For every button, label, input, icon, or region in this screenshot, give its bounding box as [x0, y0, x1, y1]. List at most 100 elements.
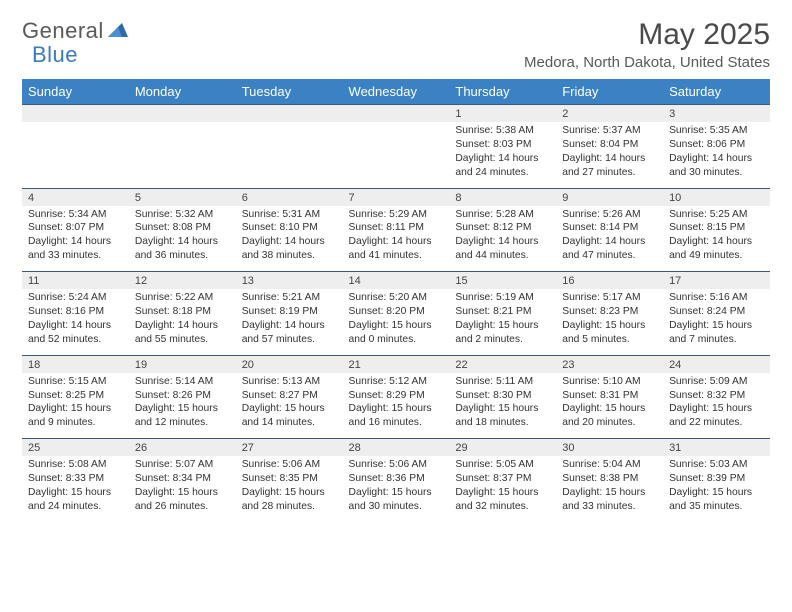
daylight-text-2: and 57 minutes.: [242, 333, 337, 347]
day-number-cell: 14: [343, 272, 450, 290]
day-number-cell: 23: [556, 355, 663, 373]
daylight-text-2: and 30 minutes.: [349, 500, 444, 514]
daylight-text-2: and 36 minutes.: [135, 249, 230, 263]
sunset-text: Sunset: 8:18 PM: [135, 305, 230, 319]
sunrise-text: Sunrise: 5:16 AM: [669, 291, 764, 305]
day-content-cell: Sunrise: 5:05 AMSunset: 8:37 PMDaylight:…: [449, 456, 556, 522]
day-number-cell: 18: [22, 355, 129, 373]
sunrise-text: Sunrise: 5:25 AM: [669, 208, 764, 222]
sunset-text: Sunset: 8:29 PM: [349, 389, 444, 403]
day-content-cell: Sunrise: 5:06 AMSunset: 8:36 PMDaylight:…: [343, 456, 450, 522]
sunrise-text: Sunrise: 5:34 AM: [28, 208, 123, 222]
sunset-text: Sunset: 8:35 PM: [242, 472, 337, 486]
day-content-cell: Sunrise: 5:13 AMSunset: 8:27 PMDaylight:…: [236, 373, 343, 439]
day-content-cell: Sunrise: 5:37 AMSunset: 8:04 PMDaylight:…: [556, 122, 663, 188]
sunrise-text: Sunrise: 5:08 AM: [28, 458, 123, 472]
logo-text-blue: Blue: [32, 42, 78, 67]
day-content-cell: Sunrise: 5:31 AMSunset: 8:10 PMDaylight:…: [236, 206, 343, 272]
sunrise-text: Sunrise: 5:22 AM: [135, 291, 230, 305]
daylight-text-2: and 12 minutes.: [135, 416, 230, 430]
daylight-text-1: Daylight: 15 hours: [242, 486, 337, 500]
header: General May 2025 Medora, North Dakota, U…: [22, 18, 770, 71]
daylight-text-2: and 9 minutes.: [28, 416, 123, 430]
daylight-text-2: and 2 minutes.: [455, 333, 550, 347]
day-content-cell: Sunrise: 5:38 AMSunset: 8:03 PMDaylight:…: [449, 122, 556, 188]
daylight-text-1: Daylight: 15 hours: [455, 486, 550, 500]
day-content-cell: Sunrise: 5:17 AMSunset: 8:23 PMDaylight:…: [556, 289, 663, 355]
day-content-cell: Sunrise: 5:26 AMSunset: 8:14 PMDaylight:…: [556, 206, 663, 272]
title-block: May 2025 Medora, North Dakota, United St…: [524, 18, 770, 71]
daylight-text-1: Daylight: 14 hours: [135, 235, 230, 249]
day-content-cell: Sunrise: 5:25 AMSunset: 8:15 PMDaylight:…: [663, 206, 770, 272]
day-number-cell: 27: [236, 439, 343, 457]
day-header-friday: Friday: [556, 79, 663, 105]
sunrise-text: Sunrise: 5:06 AM: [242, 458, 337, 472]
day-content-cell: Sunrise: 5:07 AMSunset: 8:34 PMDaylight:…: [129, 456, 236, 522]
daylight-text-2: and 16 minutes.: [349, 416, 444, 430]
sunrise-text: Sunrise: 5:26 AM: [562, 208, 657, 222]
sunset-text: Sunset: 8:32 PM: [669, 389, 764, 403]
sunrise-text: Sunrise: 5:20 AM: [349, 291, 444, 305]
day-content-cell: Sunrise: 5:34 AMSunset: 8:07 PMDaylight:…: [22, 206, 129, 272]
sunset-text: Sunset: 8:16 PM: [28, 305, 123, 319]
daylight-text-1: Daylight: 15 hours: [669, 319, 764, 333]
logo-sub: Blue: [32, 42, 78, 68]
day-number-cell: [22, 105, 129, 123]
daylight-text-2: and 38 minutes.: [242, 249, 337, 263]
sunset-text: Sunset: 8:03 PM: [455, 138, 550, 152]
day-number-cell: 3: [663, 105, 770, 123]
day-number-cell: 26: [129, 439, 236, 457]
day-number-cell: 17: [663, 272, 770, 290]
day-header-saturday: Saturday: [663, 79, 770, 105]
daylight-text-1: Daylight: 15 hours: [349, 319, 444, 333]
sunrise-text: Sunrise: 5:15 AM: [28, 375, 123, 389]
day-number-cell: 20: [236, 355, 343, 373]
day-content-cell: [22, 122, 129, 188]
location: Medora, North Dakota, United States: [524, 54, 770, 71]
daylight-text-2: and 14 minutes.: [242, 416, 337, 430]
daylight-text-1: Daylight: 15 hours: [349, 402, 444, 416]
sunrise-text: Sunrise: 5:32 AM: [135, 208, 230, 222]
daylight-text-1: Daylight: 15 hours: [669, 486, 764, 500]
sunset-text: Sunset: 8:11 PM: [349, 221, 444, 235]
day-content-cell: Sunrise: 5:29 AMSunset: 8:11 PMDaylight:…: [343, 206, 450, 272]
sunset-text: Sunset: 8:06 PM: [669, 138, 764, 152]
sunset-text: Sunset: 8:19 PM: [242, 305, 337, 319]
sunrise-text: Sunrise: 5:35 AM: [669, 124, 764, 138]
day-number-cell: 11: [22, 272, 129, 290]
day-number-cell: 12: [129, 272, 236, 290]
sunrise-text: Sunrise: 5:10 AM: [562, 375, 657, 389]
sunrise-text: Sunrise: 5:14 AM: [135, 375, 230, 389]
logo: General: [22, 18, 130, 44]
day-content-cell: Sunrise: 5:08 AMSunset: 8:33 PMDaylight:…: [22, 456, 129, 522]
sunrise-text: Sunrise: 5:29 AM: [349, 208, 444, 222]
daylight-text-1: Daylight: 14 hours: [242, 235, 337, 249]
daylight-text-2: and 33 minutes.: [562, 500, 657, 514]
day-content-cell: [343, 122, 450, 188]
daylight-text-2: and 27 minutes.: [562, 166, 657, 180]
sunset-text: Sunset: 8:38 PM: [562, 472, 657, 486]
day-header-monday: Monday: [129, 79, 236, 105]
daylight-text-1: Daylight: 15 hours: [455, 402, 550, 416]
sunset-text: Sunset: 8:34 PM: [135, 472, 230, 486]
calendar-header-row: SundayMondayTuesdayWednesdayThursdayFrid…: [22, 79, 770, 105]
daylight-text-1: Daylight: 14 hours: [28, 235, 123, 249]
day-number-cell: 29: [449, 439, 556, 457]
daylight-text-1: Daylight: 15 hours: [669, 402, 764, 416]
day-number-cell: 2: [556, 105, 663, 123]
day-content-cell: [129, 122, 236, 188]
day-header-wednesday: Wednesday: [343, 79, 450, 105]
sunrise-text: Sunrise: 5:12 AM: [349, 375, 444, 389]
day-content-cell: Sunrise: 5:06 AMSunset: 8:35 PMDaylight:…: [236, 456, 343, 522]
sunrise-text: Sunrise: 5:17 AM: [562, 291, 657, 305]
day-number-cell: 25: [22, 439, 129, 457]
day-header-sunday: Sunday: [22, 79, 129, 105]
daylight-text-1: Daylight: 14 hours: [135, 319, 230, 333]
day-content-cell: Sunrise: 5:21 AMSunset: 8:19 PMDaylight:…: [236, 289, 343, 355]
day-content-cell: [236, 122, 343, 188]
daylight-text-2: and 18 minutes.: [455, 416, 550, 430]
day-number-cell: 9: [556, 188, 663, 206]
sunset-text: Sunset: 8:10 PM: [242, 221, 337, 235]
day-content-cell: Sunrise: 5:03 AMSunset: 8:39 PMDaylight:…: [663, 456, 770, 522]
sunrise-text: Sunrise: 5:09 AM: [669, 375, 764, 389]
